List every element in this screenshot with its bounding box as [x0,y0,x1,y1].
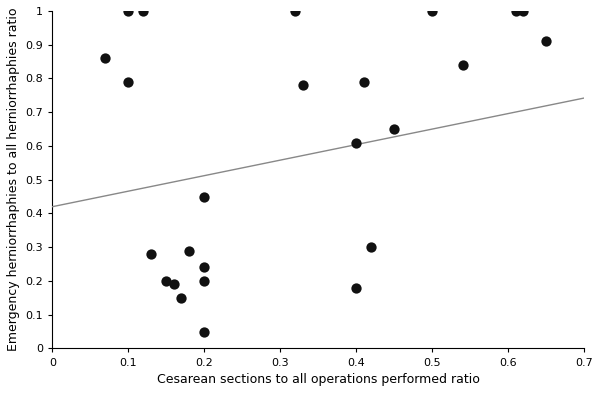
X-axis label: Cesarean sections to all operations performed ratio: Cesarean sections to all operations perf… [157,373,479,386]
Point [124,8,133,14]
Point [124,79,133,85]
Point [139,8,148,14]
Point [511,8,521,14]
Point [176,295,186,301]
Point [161,278,171,284]
Point [101,55,110,61]
Point [169,281,179,288]
Point [184,248,194,254]
Point [352,285,361,291]
Point [199,329,209,335]
Point [298,82,308,88]
Point [199,264,209,271]
Point [146,251,156,257]
Point [389,126,399,132]
Point [352,140,361,146]
Y-axis label: Emergency herniorrhaphies to all herniorrhaphies ratio: Emergency herniorrhaphies to all hernior… [7,8,20,351]
Point [199,278,209,284]
Point [427,8,437,14]
Point [367,244,376,250]
Point [541,38,551,44]
Point [458,62,467,68]
Point [199,193,209,200]
Point [290,8,300,14]
Point [518,8,528,14]
Point [359,79,368,85]
